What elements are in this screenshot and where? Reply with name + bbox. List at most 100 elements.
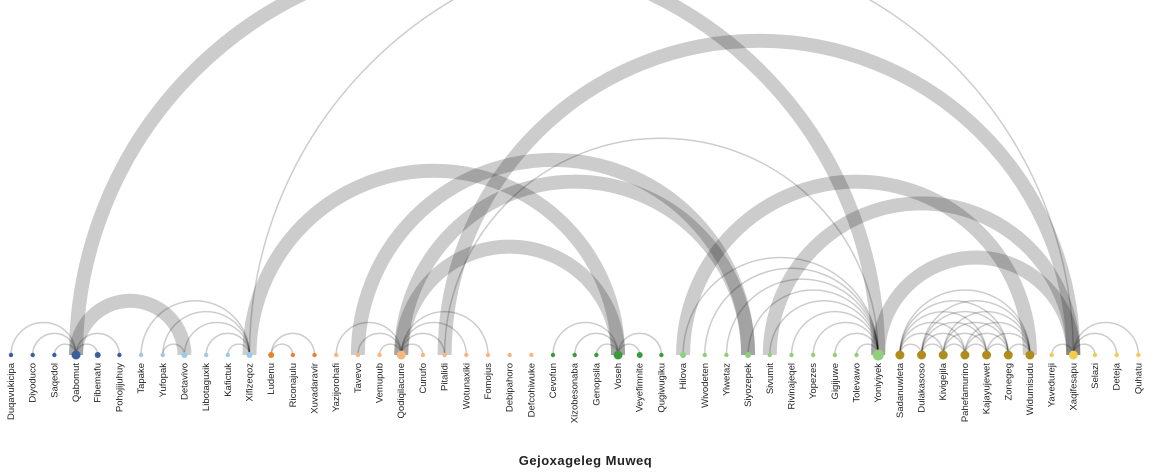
- node-dot[interactable]: [71, 350, 81, 360]
- link-arc: [812, 321, 879, 356]
- node-dot[interactable]: [659, 352, 664, 358]
- node-dot[interactable]: [680, 352, 687, 358]
- node-label: Kajayujewet: [982, 363, 993, 415]
- node-dot[interactable]: [854, 352, 859, 358]
- node-label: Tolevawo: [852, 363, 863, 403]
- link-arc: [899, 321, 966, 356]
- node-dot[interactable]: [464, 352, 469, 358]
- node-dot[interactable]: [550, 352, 556, 358]
- node-dot[interactable]: [1049, 352, 1054, 358]
- node-dot[interactable]: [767, 352, 772, 358]
- link-arc: [899, 332, 944, 356]
- node-dot[interactable]: [290, 352, 296, 358]
- nodes-layer: Duqavukicipa Diyoduco Saqedol Qabomut Fibema…: [6, 349, 1144, 423]
- link-arc: [335, 321, 402, 356]
- node-label: Quhatu: [1133, 363, 1144, 394]
- node-dot[interactable]: [507, 352, 512, 358]
- node-dot[interactable]: [334, 352, 339, 358]
- node-dot[interactable]: [789, 352, 794, 358]
- node-dot[interactable]: [246, 352, 253, 358]
- node-dot[interactable]: [810, 352, 816, 358]
- node-label: Xaqifesapu: [1068, 363, 1079, 411]
- node-dot[interactable]: [1025, 350, 1035, 360]
- node-dot[interactable]: [138, 352, 144, 358]
- node-dot[interactable]: [94, 352, 101, 358]
- node-label: Gigijuwe: [830, 363, 841, 399]
- node-dot[interactable]: [1114, 352, 1119, 358]
- node-label: Qodiqilacune: [396, 363, 407, 418]
- node-dot[interactable]: [702, 352, 707, 358]
- node-dot[interactable]: [982, 350, 992, 360]
- link-arc: [899, 300, 1010, 356]
- link-arc: [985, 332, 1031, 356]
- node-label: Rivinajeqel: [786, 363, 797, 409]
- link-arc: [573, 332, 619, 356]
- node-label: Yopezes: [808, 363, 819, 399]
- link-arc: [357, 332, 402, 356]
- node-dot[interactable]: [572, 352, 577, 358]
- node-label: Veyefimnite: [635, 363, 646, 412]
- node-dot[interactable]: [160, 352, 165, 358]
- node-dot[interactable]: [1092, 352, 1098, 358]
- node-label: Widumisudu: [1025, 363, 1036, 415]
- node-dot[interactable]: [312, 352, 317, 358]
- link-arc: [704, 267, 879, 356]
- node-dot[interactable]: [225, 352, 230, 358]
- node-label: Pahefamurino: [960, 363, 971, 422]
- node-dot[interactable]: [1136, 352, 1141, 358]
- node-label: Qabomut: [71, 363, 82, 402]
- node-label: Debipahoro: [505, 363, 516, 412]
- node-dot[interactable]: [832, 352, 838, 358]
- node-dot[interactable]: [917, 350, 927, 360]
- link-arc: [942, 332, 988, 356]
- node-dot[interactable]: [30, 352, 35, 358]
- node-dot[interactable]: [355, 352, 361, 358]
- node-dot[interactable]: [613, 350, 623, 360]
- node-dot[interactable]: [396, 350, 406, 360]
- link-arc: [790, 310, 879, 356]
- link-arc: [248, 0, 1075, 356]
- node-dot[interactable]: [636, 352, 643, 358]
- node-dot[interactable]: [938, 350, 948, 360]
- node-label: Vemupub: [375, 363, 386, 403]
- node-dot[interactable]: [420, 352, 426, 358]
- node-label: Ludenu: [266, 363, 277, 395]
- node-label: Libotaguxik: [201, 363, 212, 411]
- link-arc: [920, 310, 1010, 356]
- node-dot[interactable]: [268, 352, 275, 358]
- node-dot[interactable]: [203, 352, 209, 358]
- node-dot[interactable]: [485, 352, 491, 358]
- node-dot[interactable]: [8, 352, 14, 358]
- node-dot[interactable]: [872, 349, 884, 361]
- link-arc: [443, 137, 879, 356]
- node-dot[interactable]: [745, 352, 752, 358]
- node-dot[interactable]: [594, 352, 599, 358]
- node-label: Duqavukicipa: [6, 362, 17, 420]
- node-dot[interactable]: [1068, 350, 1078, 360]
- node-label: Kafictuk: [223, 363, 234, 397]
- node-label: Xuvadaravir: [310, 363, 321, 414]
- link-arc: [920, 321, 988, 356]
- link-arc: [140, 300, 251, 356]
- link-arc: [270, 343, 294, 356]
- node-dot[interactable]: [52, 352, 57, 358]
- node-dot[interactable]: [724, 352, 729, 358]
- node-dot[interactable]: [117, 352, 122, 358]
- node-dot[interactable]: [181, 352, 188, 358]
- node-dot[interactable]: [960, 350, 970, 360]
- node-label: Sivumit: [765, 363, 776, 395]
- node-label: Riconajulu: [288, 363, 299, 407]
- node-label: Fibemafu: [93, 363, 104, 403]
- link-arc: [1072, 332, 1118, 356]
- node-dot[interactable]: [442, 352, 447, 358]
- node-dot[interactable]: [529, 352, 534, 358]
- node-label: Fomojus: [483, 363, 494, 400]
- link-arc: [725, 278, 879, 356]
- node-dot[interactable]: [895, 350, 905, 360]
- node-dot[interactable]: [1003, 350, 1013, 360]
- node-dot[interactable]: [377, 352, 382, 358]
- link-arc: [1072, 321, 1140, 356]
- link-arc: [834, 332, 879, 356]
- link-arc: [350, 152, 756, 356]
